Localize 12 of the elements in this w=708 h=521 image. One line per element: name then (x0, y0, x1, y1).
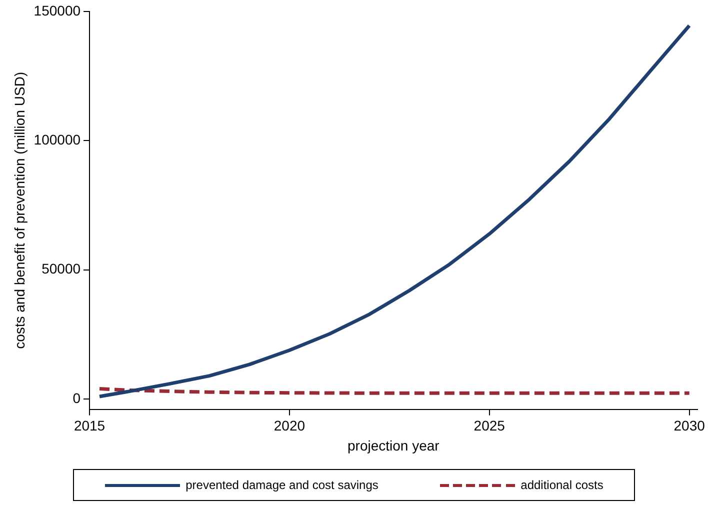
legend-label: prevented damage and cost savings (186, 478, 378, 492)
y-axis-title: costs and benefit of prevention (million USD) (11, 72, 28, 349)
legend-label: additional costs (520, 478, 604, 492)
y-tick-label: 100000 (34, 131, 81, 148)
x-tick-label: 2025 (474, 418, 506, 434)
x-tick-label: 2020 (274, 418, 306, 434)
x-tick-label: 2015 (74, 418, 106, 434)
y-tick-label: 0 (72, 390, 81, 406)
y-tick-label: 150000 (34, 2, 81, 18)
x-axis-title: projection year (348, 437, 440, 454)
y-tick-label: 50000 (42, 260, 81, 277)
x-tick-label: 2030 (674, 418, 706, 434)
